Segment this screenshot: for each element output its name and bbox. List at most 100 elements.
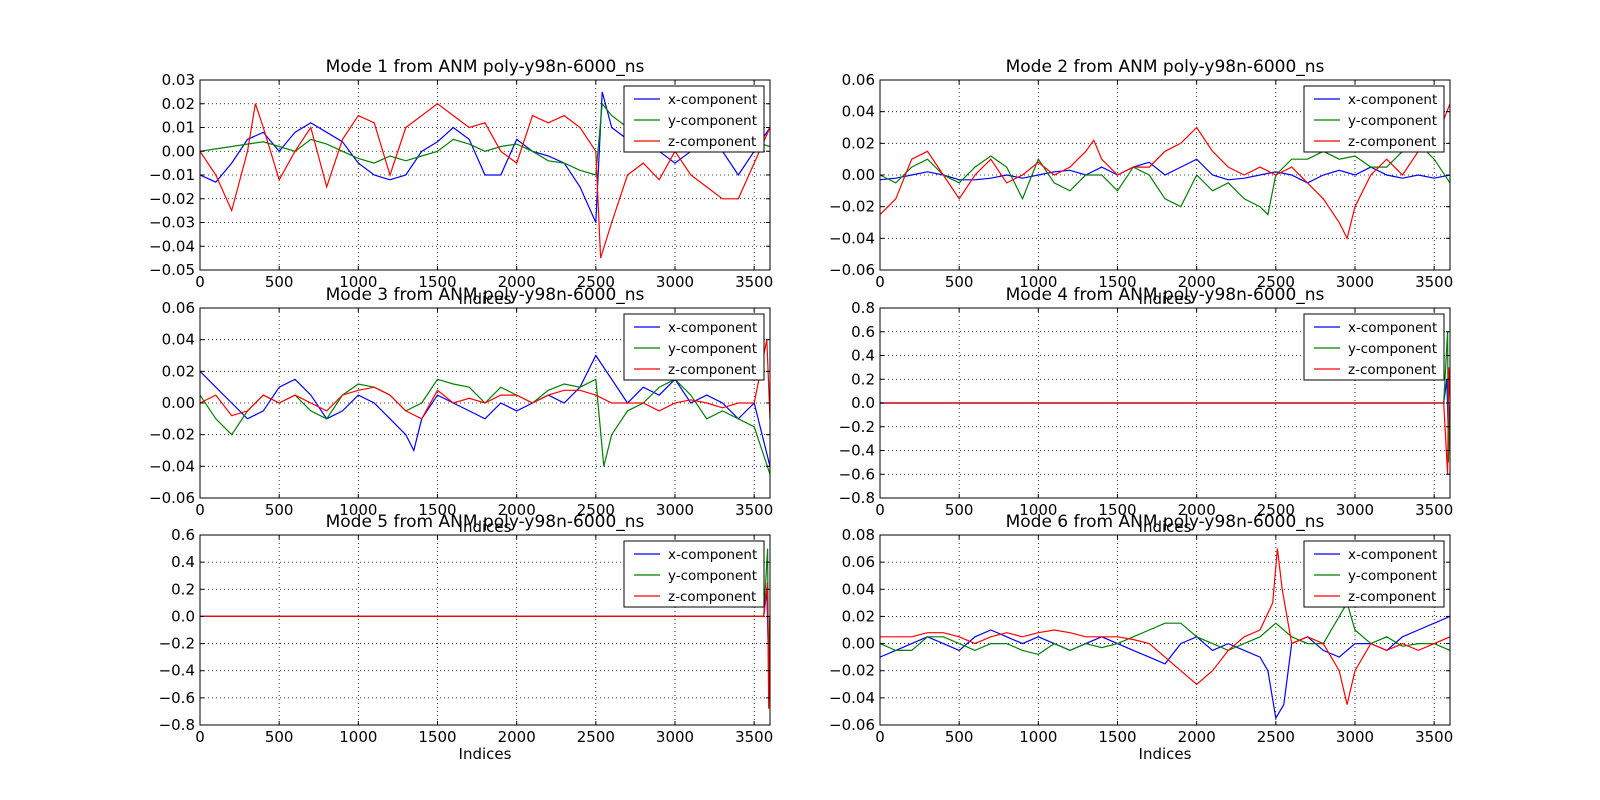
y-tick-label: −0.05: [149, 261, 195, 279]
x-tick-label: 1500: [1098, 273, 1136, 291]
x-tick-label: 500: [945, 501, 974, 519]
legend-entry-y: y-component: [1348, 568, 1437, 584]
legend-entry-y: y-component: [1348, 341, 1437, 357]
legend-entry-z: z-component: [668, 362, 756, 378]
x-tick-label: 1500: [418, 728, 456, 746]
x-tick-label: 3500: [1415, 501, 1453, 519]
series-line-x: [200, 354, 770, 467]
x-tick-label: 2500: [577, 728, 615, 746]
legend-entry-y: y-component: [668, 568, 757, 584]
x-tick-label: 3500: [735, 728, 773, 746]
y-tick-label: 0.0: [171, 607, 195, 625]
x-tick-label: 1000: [1019, 728, 1057, 746]
series-line-z: [880, 548, 1450, 705]
x-tick-label: 2000: [498, 273, 536, 291]
y-tick-label: 0.6: [171, 526, 195, 544]
legend-entry-x: x-component: [1348, 547, 1437, 563]
x-tick-label: 1000: [1019, 501, 1057, 519]
x-tick-label: 1500: [418, 273, 456, 291]
y-tick-label: 0.06: [842, 553, 875, 571]
legend-entry-x: x-component: [1348, 92, 1437, 108]
y-tick-label: 0.00: [842, 166, 875, 184]
x-tick-label: 500: [265, 728, 294, 746]
y-tick-label: −0.6: [839, 465, 875, 483]
x-tick-label: 3500: [1415, 728, 1453, 746]
y-tick-label: 0.00: [162, 394, 195, 412]
x-tick-label: 3000: [1336, 273, 1374, 291]
x-tick-label: 0: [195, 273, 205, 291]
chart-title: Mode 4 from ANM poly-y98n-6000_ns: [1006, 285, 1325, 305]
x-tick-label: 1000: [339, 728, 377, 746]
x-tick-label: 2000: [1178, 728, 1216, 746]
x-tick-label: 2000: [1178, 501, 1216, 519]
x-tick-label: 0: [195, 728, 205, 746]
y-tick-label: −0.06: [829, 261, 875, 279]
series-line-y: [200, 378, 770, 475]
x-axis-label: Indices: [459, 290, 512, 308]
legend-entry-z: z-component: [668, 589, 756, 605]
y-tick-label: 0.03: [162, 71, 195, 89]
x-tick-label: 3500: [735, 273, 773, 291]
legend: x-component y-component z-component: [1303, 540, 1445, 608]
y-tick-label: 0.02: [842, 607, 875, 625]
x-tick-label: 0: [875, 728, 885, 746]
y-tick-label: 0.04: [842, 580, 875, 598]
series-line-z: [200, 102, 770, 259]
y-tick-label: −0.04: [829, 229, 875, 247]
x-tick-label: 3500: [1415, 273, 1453, 291]
legend-entry-y: y-component: [668, 113, 757, 129]
x-tick-label: 3000: [1336, 728, 1374, 746]
series-line-x: [880, 615, 1450, 720]
legend: x-component y-component z-component: [1303, 85, 1445, 153]
legend-entry-x: x-component: [668, 547, 757, 563]
x-tick-label: 2500: [577, 501, 615, 519]
x-tick-label: 0: [875, 501, 885, 519]
y-tick-label: 0.0: [851, 394, 875, 412]
x-axis-label: Indices: [459, 518, 512, 536]
subplot-mode-1: 0 500 1000 1500 2000 2500 3000 3500 −0.05 −0.04 −0…: [149, 57, 773, 308]
legend-entry-x: x-component: [668, 320, 757, 336]
y-tick-label: −0.06: [149, 489, 195, 507]
y-tick-label: −0.04: [829, 689, 875, 707]
y-tick-label: 0.02: [162, 95, 195, 113]
y-tick-label: 0.8: [851, 299, 875, 317]
x-tick-label: 500: [945, 728, 974, 746]
y-tick-label: −0.4: [159, 662, 195, 680]
series-line-z: [200, 339, 770, 420]
x-tick-label: 3000: [656, 728, 694, 746]
x-tick-label: 2500: [1257, 501, 1295, 519]
series-line-y: [880, 601, 1450, 656]
y-tick-label: −0.02: [149, 426, 195, 444]
y-tick-label: 0.2: [851, 370, 875, 388]
y-tick-label: 0.6: [851, 323, 875, 341]
x-tick-label: 3000: [1336, 501, 1374, 519]
series-line-z: [200, 582, 770, 709]
x-tick-label: 2500: [1257, 273, 1295, 291]
series-line-x: [880, 158, 1450, 184]
y-tick-label: 0.02: [162, 362, 195, 380]
x-tick-label: 1000: [339, 501, 377, 519]
legend: x-component y-component z-component: [623, 313, 765, 381]
y-tick-label: −0.02: [829, 662, 875, 680]
y-tick-label: 0.2: [171, 580, 195, 598]
x-tick-label: 500: [945, 273, 974, 291]
y-tick-label: −0.8: [159, 716, 195, 734]
x-tick-label: 1500: [1098, 728, 1136, 746]
subplot-mode-4: 0 500 1000 1500 2000 2500 3000 3500 −0.8 −0.6 −0.4…: [839, 285, 1454, 536]
axes-frame: [879, 534, 1451, 726]
y-tick-label: −0.6: [159, 689, 195, 707]
y-tick-label: −0.2: [839, 418, 875, 436]
x-tick-label: 1500: [1098, 501, 1136, 519]
legend-entry-y: y-component: [1348, 113, 1437, 129]
x-tick-label: 0: [875, 273, 885, 291]
legend-entry-x: x-component: [668, 92, 757, 108]
legend-entry-x: x-component: [1348, 320, 1437, 336]
y-tick-label: 0.04: [162, 331, 195, 349]
subplot-mode-6: 0 500 1000 1500 2000 2500 3000 3500 −0.06 −0.04 −0…: [829, 512, 1453, 763]
y-tick-label: −0.03: [149, 214, 195, 232]
x-tick-label: 3000: [656, 501, 694, 519]
series-line-x: [200, 91, 770, 223]
x-tick-label: 2000: [1178, 273, 1216, 291]
x-tick-label: 1500: [418, 501, 456, 519]
y-tick-label: 0.04: [842, 103, 875, 121]
